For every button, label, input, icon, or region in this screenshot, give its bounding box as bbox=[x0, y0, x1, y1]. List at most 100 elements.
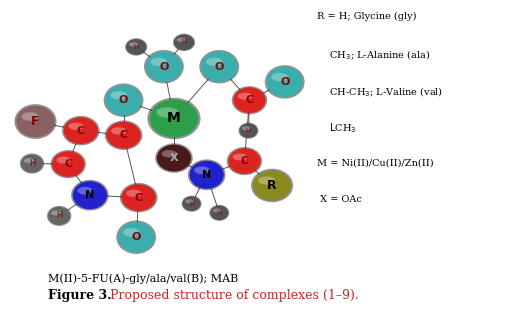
Text: C: C bbox=[240, 156, 248, 166]
Ellipse shape bbox=[194, 166, 210, 174]
Ellipse shape bbox=[16, 106, 54, 137]
Ellipse shape bbox=[157, 145, 191, 171]
Ellipse shape bbox=[156, 107, 178, 117]
Ellipse shape bbox=[189, 161, 224, 189]
Ellipse shape bbox=[47, 206, 71, 226]
Ellipse shape bbox=[105, 85, 142, 115]
Text: C: C bbox=[135, 193, 143, 203]
Ellipse shape bbox=[126, 39, 146, 55]
Ellipse shape bbox=[144, 50, 184, 83]
Ellipse shape bbox=[148, 98, 201, 139]
Ellipse shape bbox=[20, 153, 44, 174]
Ellipse shape bbox=[56, 157, 71, 164]
Ellipse shape bbox=[64, 117, 98, 144]
Ellipse shape bbox=[105, 121, 143, 150]
Text: M = Ni(II)/Cu(II)/Zn(II): M = Ni(II)/Cu(II)/Zn(II) bbox=[318, 158, 434, 167]
Ellipse shape bbox=[173, 34, 195, 51]
Ellipse shape bbox=[174, 34, 194, 50]
Ellipse shape bbox=[177, 38, 186, 42]
Ellipse shape bbox=[232, 86, 267, 114]
Text: H: H bbox=[189, 201, 194, 207]
Ellipse shape bbox=[21, 154, 43, 173]
Text: H: H bbox=[246, 128, 251, 134]
Ellipse shape bbox=[129, 42, 138, 46]
Ellipse shape bbox=[125, 38, 147, 55]
Text: M: M bbox=[167, 112, 181, 126]
Ellipse shape bbox=[213, 209, 221, 213]
Ellipse shape bbox=[111, 127, 127, 135]
Text: O: O bbox=[131, 232, 141, 242]
Text: C: C bbox=[120, 130, 128, 140]
Ellipse shape bbox=[68, 123, 83, 130]
Ellipse shape bbox=[242, 126, 250, 130]
Ellipse shape bbox=[265, 65, 305, 99]
Text: O: O bbox=[159, 62, 168, 72]
Ellipse shape bbox=[233, 153, 247, 161]
Text: F: F bbox=[31, 115, 40, 128]
Text: M(II)-5-FU(A)-gly/ala/val(B); MAB: M(II)-5-FU(A)-gly/ala/val(B); MAB bbox=[48, 274, 238, 284]
Ellipse shape bbox=[267, 67, 303, 97]
Ellipse shape bbox=[258, 176, 275, 185]
Text: X = OAc: X = OAc bbox=[318, 195, 362, 204]
Ellipse shape bbox=[106, 122, 140, 148]
Ellipse shape bbox=[122, 184, 156, 211]
Ellipse shape bbox=[51, 210, 61, 215]
Ellipse shape bbox=[271, 73, 288, 81]
Text: O: O bbox=[119, 95, 128, 105]
Text: H: H bbox=[181, 39, 187, 45]
Ellipse shape bbox=[118, 222, 154, 252]
Text: H: H bbox=[217, 210, 222, 216]
Text: R: R bbox=[267, 179, 277, 192]
Ellipse shape bbox=[200, 50, 239, 83]
Text: N: N bbox=[202, 170, 211, 180]
Text: C: C bbox=[77, 126, 85, 136]
Ellipse shape bbox=[120, 183, 158, 212]
Ellipse shape bbox=[251, 169, 293, 202]
Ellipse shape bbox=[161, 150, 177, 157]
Ellipse shape bbox=[206, 58, 222, 66]
Ellipse shape bbox=[71, 180, 109, 210]
Ellipse shape bbox=[229, 148, 261, 174]
Text: CH-CH$_3$; L-Valine (val): CH-CH$_3$; L-Valine (val) bbox=[318, 85, 443, 99]
Ellipse shape bbox=[188, 159, 225, 190]
Ellipse shape bbox=[24, 158, 34, 163]
Ellipse shape bbox=[110, 91, 127, 100]
Ellipse shape bbox=[14, 104, 56, 139]
Ellipse shape bbox=[62, 116, 100, 145]
Ellipse shape bbox=[253, 170, 291, 201]
Ellipse shape bbox=[116, 220, 156, 254]
Ellipse shape bbox=[150, 100, 198, 137]
Ellipse shape bbox=[210, 206, 229, 220]
Ellipse shape bbox=[77, 187, 93, 195]
Ellipse shape bbox=[104, 83, 144, 117]
Ellipse shape bbox=[209, 205, 229, 221]
Ellipse shape bbox=[183, 197, 201, 211]
Ellipse shape bbox=[238, 93, 252, 100]
Text: O: O bbox=[215, 62, 224, 72]
Ellipse shape bbox=[52, 151, 84, 177]
Text: R = H; Glycine (gly): R = H; Glycine (gly) bbox=[318, 12, 417, 21]
Ellipse shape bbox=[239, 123, 258, 138]
Ellipse shape bbox=[73, 181, 107, 209]
Ellipse shape bbox=[239, 123, 259, 139]
Text: O: O bbox=[280, 77, 290, 87]
Text: X: X bbox=[169, 153, 178, 163]
Ellipse shape bbox=[123, 228, 139, 237]
Ellipse shape bbox=[146, 51, 182, 82]
Ellipse shape bbox=[126, 190, 142, 197]
Text: N: N bbox=[85, 190, 95, 200]
Text: C: C bbox=[245, 95, 253, 105]
Text: H: H bbox=[133, 44, 139, 50]
Text: C: C bbox=[64, 159, 72, 169]
Text: Proposed structure of complexes (1–9).: Proposed structure of complexes (1–9). bbox=[106, 289, 359, 302]
Ellipse shape bbox=[227, 147, 262, 175]
Ellipse shape bbox=[155, 143, 193, 173]
Text: $\mathsf{L}$CH$_3$: $\mathsf{L}$CH$_3$ bbox=[318, 122, 357, 135]
Text: H: H bbox=[56, 211, 62, 220]
Text: CH$_3$; L-Alanine (ala): CH$_3$; L-Alanine (ala) bbox=[318, 48, 431, 62]
Ellipse shape bbox=[50, 150, 86, 178]
Ellipse shape bbox=[21, 112, 39, 121]
Ellipse shape bbox=[48, 207, 70, 225]
Text: H: H bbox=[29, 159, 35, 168]
Ellipse shape bbox=[182, 196, 202, 212]
